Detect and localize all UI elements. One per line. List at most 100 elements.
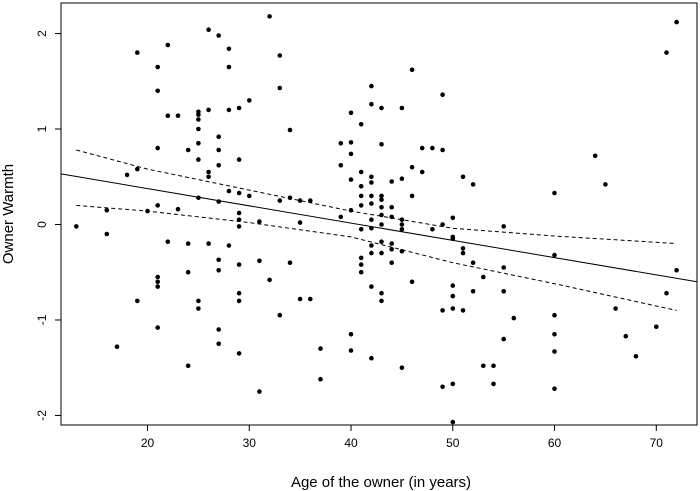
- data-point: [165, 42, 171, 48]
- regression-line: [60, 173, 698, 283]
- data-point: [308, 296, 313, 302]
- data-point: [277, 85, 283, 91]
- data-point: [358, 122, 364, 127]
- data-point: [399, 105, 405, 111]
- data-point: [674, 19, 679, 25]
- data-point: [226, 64, 232, 70]
- x-tick-label: 30: [243, 436, 257, 450]
- data-point: [257, 219, 262, 224]
- data-point: [257, 258, 262, 264]
- data-point: [124, 172, 130, 178]
- data-point: [348, 140, 354, 145]
- data-point: [358, 227, 364, 232]
- data-point: [104, 231, 110, 237]
- data-point: [552, 252, 557, 258]
- confidence-band-lower: [76, 204, 677, 311]
- data-point: [358, 255, 364, 261]
- data-point: [318, 346, 323, 351]
- data-point: [430, 227, 435, 232]
- data-point: [440, 308, 445, 313]
- data-point: [114, 344, 120, 350]
- data-point: [552, 190, 557, 196]
- data-point: [308, 198, 313, 203]
- data-point: [135, 166, 140, 172]
- data-point: [216, 327, 221, 332]
- data-point: [430, 145, 435, 151]
- data-point: [389, 247, 395, 252]
- data-point: [450, 381, 456, 387]
- data-point: [511, 315, 517, 321]
- x-axis-title: Age of the owner (in years): [291, 474, 471, 491]
- plot-frame: [60, 2, 698, 426]
- data-point: [358, 269, 364, 275]
- data-point: [358, 184, 364, 189]
- data-point: [247, 193, 252, 199]
- data-point: [358, 193, 364, 199]
- data-point: [379, 222, 384, 227]
- data-point: [216, 134, 221, 139]
- data-point: [369, 243, 374, 248]
- data-point: [460, 246, 466, 251]
- data-point: [155, 145, 160, 151]
- data-point: [155, 274, 160, 280]
- data-point: [379, 205, 384, 210]
- data-point: [460, 308, 466, 313]
- data-point: [287, 260, 293, 266]
- data-point: [399, 248, 405, 254]
- data-point: [399, 222, 405, 227]
- data-point: [196, 157, 201, 162]
- data-point: [501, 265, 507, 270]
- data-point: [592, 153, 598, 159]
- data-point: [348, 348, 354, 353]
- data-point: [379, 298, 384, 304]
- data-point: [654, 324, 659, 330]
- data-point: [450, 293, 456, 299]
- data-point: [216, 341, 221, 347]
- data-point: [165, 113, 171, 118]
- data-point: [481, 274, 486, 280]
- data-point: [379, 142, 384, 147]
- data-point: [175, 206, 181, 212]
- data-point: [440, 222, 445, 227]
- data-point: [552, 332, 557, 337]
- data-point: [664, 290, 669, 296]
- data-point: [185, 147, 191, 153]
- y-axis-title: Owner Warmth: [0, 164, 17, 264]
- data-point: [206, 241, 211, 246]
- data-point: [236, 290, 242, 296]
- data-point: [236, 262, 242, 267]
- data-point: [409, 164, 415, 170]
- data-point: [603, 182, 608, 187]
- data-point: [216, 268, 221, 273]
- y-tick-label: -2: [35, 410, 49, 421]
- data-point: [491, 381, 496, 387]
- data-point: [399, 217, 405, 222]
- data-point: [236, 298, 242, 304]
- data-point: [369, 101, 374, 107]
- data-point: [379, 105, 384, 111]
- data-point: [155, 284, 160, 289]
- data-point: [236, 217, 242, 222]
- data-point: [287, 195, 293, 201]
- data-point: [409, 67, 415, 73]
- data-point: [379, 193, 384, 199]
- data-point: [236, 351, 242, 356]
- x-tick-label: 50: [446, 436, 460, 450]
- data-point: [409, 193, 415, 199]
- data-point: [236, 224, 242, 229]
- data-point: [369, 355, 374, 361]
- data-point: [379, 212, 384, 218]
- data-point: [236, 190, 242, 196]
- data-point: [257, 389, 262, 394]
- data-point: [450, 419, 456, 425]
- data-point: [236, 157, 242, 162]
- data-point: [104, 207, 110, 213]
- data-point: [552, 386, 557, 392]
- data-point: [196, 195, 201, 201]
- data-point: [287, 127, 293, 133]
- data-point: [369, 284, 374, 289]
- data-point: [348, 207, 354, 213]
- data-point: [358, 203, 364, 208]
- data-point: [196, 112, 201, 117]
